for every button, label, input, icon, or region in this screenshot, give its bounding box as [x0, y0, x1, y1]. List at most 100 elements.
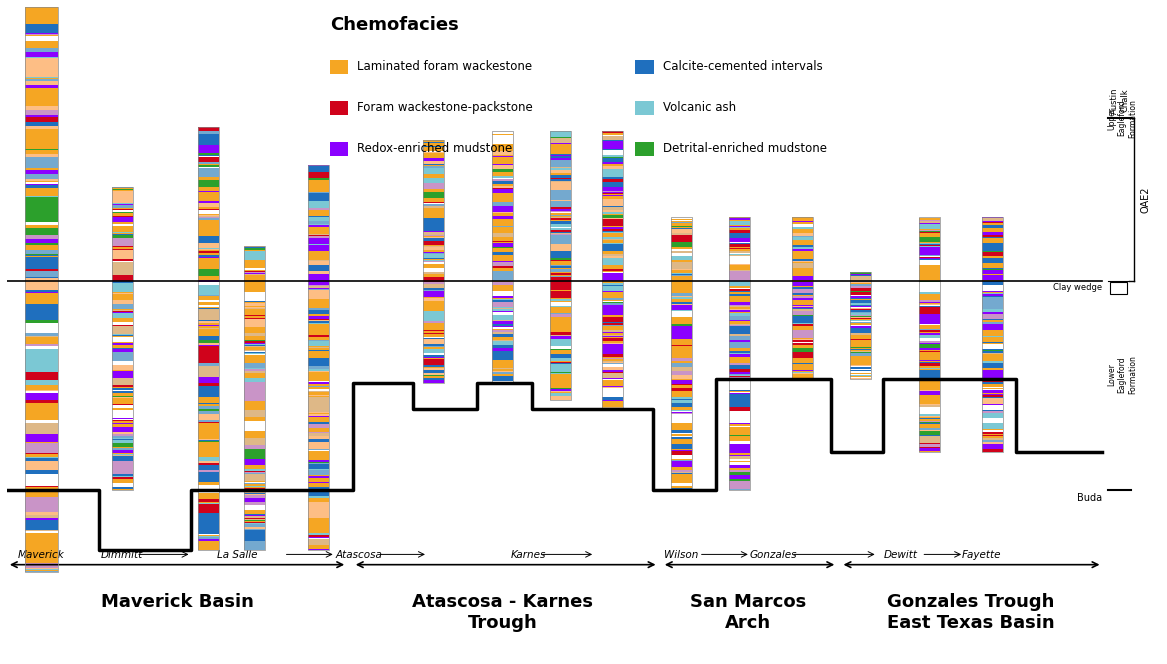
Bar [602, 198, 623, 199]
Bar [26, 569, 57, 570]
Bar [492, 332, 513, 334]
Bar [492, 226, 513, 227]
Bar [602, 299, 623, 301]
Bar [26, 321, 57, 323]
Bar [729, 479, 749, 481]
Bar [602, 337, 623, 338]
Bar [26, 343, 57, 344]
Bar [983, 349, 1004, 350]
Bar [112, 388, 133, 390]
Bar [492, 282, 513, 284]
Bar [308, 165, 329, 550]
Bar [112, 349, 133, 352]
Bar [671, 412, 692, 413]
Bar [602, 358, 623, 359]
Bar [671, 391, 692, 395]
Bar [920, 435, 939, 436]
Bar [198, 249, 219, 250]
Bar [671, 388, 692, 390]
Bar [671, 295, 692, 297]
Bar [729, 230, 749, 233]
Bar [729, 374, 749, 375]
Bar [671, 403, 692, 407]
Bar [671, 461, 692, 467]
Bar [729, 470, 749, 472]
Bar [550, 358, 571, 361]
Bar [492, 260, 513, 261]
Bar [424, 380, 443, 383]
Bar [729, 325, 749, 326]
Bar [492, 189, 513, 193]
Bar [26, 434, 57, 442]
Bar [850, 275, 871, 276]
Bar [792, 343, 813, 344]
Bar [492, 341, 513, 343]
Bar [671, 226, 692, 227]
Bar [492, 301, 513, 307]
Bar [244, 418, 265, 421]
Bar [26, 118, 57, 122]
Bar [671, 326, 692, 339]
Bar [198, 258, 219, 260]
Bar [635, 60, 654, 74]
Bar [983, 353, 1004, 355]
Bar [198, 343, 219, 345]
Bar [602, 357, 623, 358]
Bar [198, 329, 219, 335]
Bar [198, 463, 219, 465]
Bar [671, 302, 692, 304]
Bar [729, 270, 749, 271]
Bar [112, 450, 133, 453]
Bar [112, 365, 133, 370]
Bar [671, 262, 692, 269]
Bar [308, 256, 329, 260]
Bar [602, 219, 623, 226]
Bar [244, 333, 265, 335]
Bar [244, 362, 265, 363]
Bar [308, 546, 329, 549]
Bar [602, 331, 623, 333]
Bar [671, 359, 692, 361]
Bar [198, 424, 219, 438]
Bar [26, 85, 57, 86]
Bar [244, 515, 265, 516]
Bar [920, 237, 939, 242]
Bar [983, 324, 1004, 329]
Bar [983, 449, 1004, 452]
Bar [983, 339, 1004, 342]
Bar [729, 467, 749, 468]
Bar [26, 393, 57, 400]
Bar [792, 280, 813, 282]
Bar [198, 499, 219, 501]
Bar [850, 327, 871, 328]
Bar [308, 481, 329, 483]
Bar [792, 264, 813, 268]
Bar [424, 272, 443, 274]
Bar [602, 342, 623, 343]
Bar [602, 240, 623, 243]
Bar [492, 206, 513, 212]
Bar [198, 503, 219, 505]
Bar [198, 254, 219, 257]
Bar [792, 323, 813, 324]
Bar [198, 390, 219, 397]
Text: Upper
Eagleford
Formation: Upper Eagleford Formation [1107, 99, 1137, 137]
Bar [424, 169, 443, 174]
Bar [671, 247, 692, 248]
Bar [983, 311, 1004, 313]
Bar [602, 165, 623, 166]
Bar [424, 261, 443, 262]
Bar [983, 380, 1004, 382]
Bar [792, 261, 813, 262]
Bar [671, 470, 692, 472]
Bar [729, 281, 749, 286]
Bar [112, 385, 133, 386]
Bar [26, 390, 57, 391]
Bar [983, 218, 1004, 220]
Bar [729, 266, 749, 269]
Bar [26, 188, 57, 196]
Bar [112, 371, 133, 378]
Bar [729, 309, 749, 310]
Bar [308, 201, 329, 208]
Bar [26, 407, 57, 420]
